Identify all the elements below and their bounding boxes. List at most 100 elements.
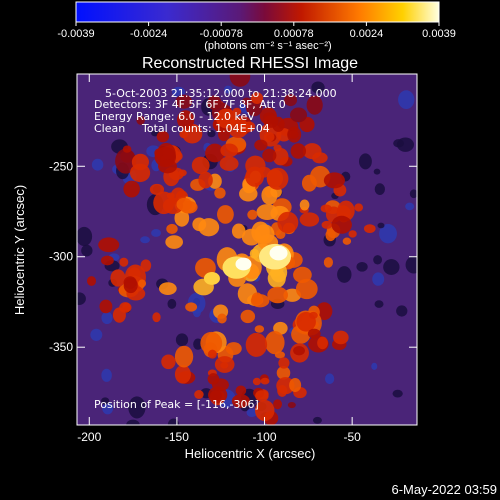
heatmap-cell — [207, 129, 216, 138]
heatmap-cell — [312, 416, 322, 424]
heatmap-cell — [217, 205, 234, 224]
heatmap-cell — [320, 204, 332, 213]
heatmap-cell — [220, 362, 229, 369]
colorbar-tick-label: -0.0024 — [130, 28, 167, 40]
heatmap-cell — [359, 153, 372, 170]
heatmap-cell — [165, 235, 183, 249]
heatmap-cell — [396, 137, 415, 152]
heatmap-cell — [325, 229, 336, 242]
chart-title: Reconstructed RHESSI Image — [142, 55, 358, 72]
heatmap-cell — [102, 402, 114, 415]
heatmap-cell — [158, 159, 178, 174]
colorbar-tick-label: 0.00078 — [274, 28, 314, 40]
heatmap-cell — [379, 224, 397, 244]
annotation-detectors: Detectors: 3F 4F 5F 6F 7F 8F, Att 0 — [94, 98, 286, 111]
heatmap-cell — [128, 396, 146, 419]
heatmap-cell — [356, 261, 368, 272]
heatmap-cell — [229, 74, 251, 87]
annotation-time-range: 5-Oct-2003 21:35:12.000 to 21:38:24.000 — [105, 87, 337, 100]
colorbar-ticks: -0.0039 -0.0024 -0.00078 0.00078 0.0024 0.003… — [57, 22, 456, 40]
heatmap-cell — [287, 130, 299, 139]
heatmap-cell — [245, 166, 265, 187]
colorbar-tick-label: -0.00078 — [199, 28, 242, 40]
annotation-algorithm: Clean — [94, 122, 125, 135]
heatmap-cell — [235, 385, 247, 396]
heatmap-cell — [122, 302, 131, 312]
colorbar-tick-label: 0.0039 — [422, 28, 456, 40]
heatmap-cell — [100, 255, 114, 266]
heatmap-cell — [284, 94, 298, 107]
heatmap-cell — [254, 139, 268, 151]
heatmap-cell — [200, 331, 223, 355]
x-tick-label: -50 — [343, 430, 361, 444]
heatmap-cell — [101, 368, 112, 382]
heatmap-cell — [178, 169, 187, 177]
heatmap-cell — [299, 212, 320, 227]
heatmap-cell — [396, 305, 408, 317]
heatmap-cell — [172, 86, 186, 98]
heatmap-cell — [274, 351, 285, 359]
heatmap-cell — [290, 143, 307, 159]
heatmap-cell — [110, 269, 126, 287]
heatmap-cell — [231, 223, 246, 239]
heatmap-cell — [140, 259, 152, 272]
y-axis-ticks: -250 -300 -350 — [49, 159, 417, 354]
annotation-counts: Total counts: 1.04E+04 — [141, 122, 270, 135]
heatmap-cell — [166, 192, 175, 199]
heatmap-cell — [317, 336, 328, 350]
heatmap-cell — [273, 399, 282, 410]
heatmap-cell — [342, 237, 352, 245]
heatmap-cell — [101, 397, 110, 405]
colorbar-tick-label: 0.0024 — [350, 28, 384, 40]
heatmap-cell — [174, 365, 191, 384]
heatmap-cell — [252, 377, 261, 386]
heatmap-cell — [263, 131, 275, 142]
heatmap-cell — [266, 167, 289, 190]
annotation-peak: Position of Peak = [-116,-306] — [94, 398, 259, 411]
heatmap-cell — [260, 377, 270, 385]
heatmap-cell — [225, 342, 242, 355]
heatmap-cell — [240, 309, 256, 324]
heatmap-cell — [309, 311, 318, 319]
heatmap-cell — [287, 401, 296, 409]
heatmap-cell — [154, 148, 164, 158]
heatmap-cell — [405, 202, 415, 211]
heatmap-cell — [209, 390, 222, 401]
heatmap-cell — [363, 224, 376, 234]
heatmap-peak-cell — [269, 245, 288, 261]
heatmap-cell — [299, 199, 310, 211]
heatmap-cell — [140, 236, 150, 244]
heatmap-cell — [289, 378, 302, 393]
heatmap-cell — [205, 143, 225, 163]
heatmap-cell — [321, 220, 333, 229]
heatmap-cell — [372, 272, 385, 286]
x-tick-label: -150 — [165, 430, 189, 444]
heatmap-cell — [377, 222, 385, 229]
heatmap-cell — [158, 282, 177, 295]
heatmap-cell — [409, 189, 417, 199]
heatmap-cell — [166, 223, 178, 234]
heatmap-cell — [293, 346, 305, 356]
colorbar-tick-label: -0.0039 — [57, 28, 94, 40]
annotations: 5-Oct-2003 21:35:12.000 to 21:38:24.000 … — [94, 87, 337, 411]
heatmap-cell — [398, 90, 415, 110]
heatmap-cell — [348, 230, 357, 238]
heatmap-cell — [185, 302, 198, 312]
heatmap-cell — [217, 127, 230, 142]
heatmap-blobs — [77, 74, 417, 425]
heatmap-cell — [77, 226, 93, 247]
heatmap-cell — [239, 186, 258, 202]
heatmap-cell — [374, 183, 385, 196]
heatmap-cell — [98, 237, 120, 253]
heatmap-cell — [307, 328, 321, 339]
heatmap-cell — [123, 180, 140, 198]
heatmap-cell — [311, 81, 325, 94]
heatmap-cell — [90, 328, 103, 341]
heatmap-cell — [101, 311, 113, 325]
y-axis-label: Heliocentric Y (arcsec) — [12, 185, 27, 315]
heatmap-cell — [193, 338, 203, 350]
heatmap-cell — [277, 211, 299, 234]
annotation-energy: Energy Range: 6.0 - 12.0 keV — [94, 110, 255, 123]
heatmap-cell — [371, 362, 378, 370]
heatmap-cell — [373, 255, 383, 265]
